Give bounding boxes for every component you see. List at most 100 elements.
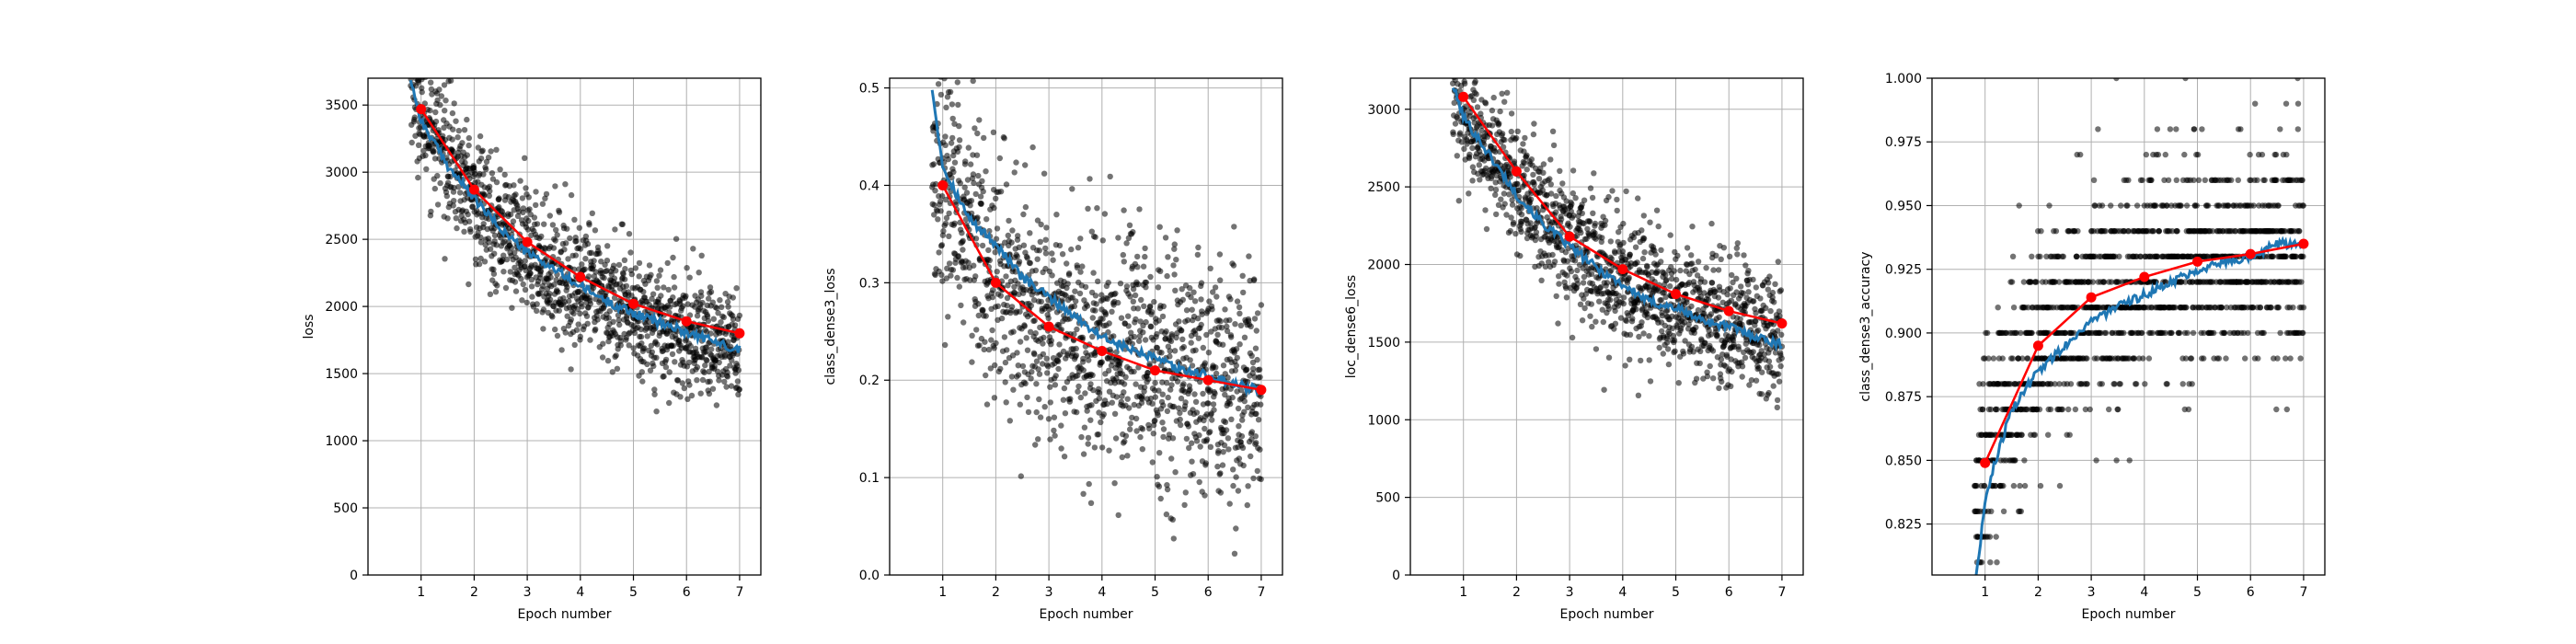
- scatter-point: [1766, 363, 1774, 370]
- scatter-point: [451, 198, 457, 204]
- y-tick-label: 2500: [1367, 180, 1400, 195]
- scatter-point: [1049, 250, 1055, 257]
- scatter-point: [1106, 388, 1113, 395]
- scatter-point: [684, 265, 690, 271]
- scatter-point: [1077, 394, 1085, 401]
- scatter-point: [1124, 396, 1131, 402]
- scatter-point: [933, 180, 939, 188]
- scatter-point: [1129, 340, 1136, 347]
- scatter-point: [1073, 352, 1080, 359]
- scatter-point: [1508, 110, 1515, 117]
- scatter-point: [621, 257, 628, 263]
- scatter-point: [1092, 234, 1098, 240]
- scatter-point: [707, 289, 715, 295]
- scatter-point: [1547, 176, 1553, 182]
- scatter-point: [1592, 220, 1599, 227]
- scatter-point: [1772, 350, 1779, 356]
- scatter-point: [1143, 279, 1150, 286]
- scatter-point: [1658, 259, 1664, 265]
- scatter-point: [577, 310, 583, 316]
- scatter-point: [2108, 279, 2115, 285]
- scatter-point: [1216, 251, 1224, 258]
- x-tick-label: 6: [1725, 585, 1733, 600]
- scatter-point: [2021, 482, 2029, 489]
- scatter-point: [493, 178, 500, 186]
- scatter-point: [1549, 128, 1557, 134]
- scatter-point: [1609, 188, 1616, 194]
- scatter-point: [1600, 318, 1607, 326]
- scatter-point: [1540, 161, 1547, 167]
- scatter-point: [1708, 280, 1716, 286]
- scatter-point: [971, 262, 977, 269]
- scatter-point: [935, 216, 941, 223]
- axes-frame: [889, 77, 1283, 576]
- scatter-point: [2017, 482, 2023, 489]
- scatter-point: [1451, 99, 1457, 107]
- scatter-point: [1055, 365, 1062, 373]
- scatter-point: [1017, 401, 1024, 408]
- scatter-point: [2094, 355, 2100, 362]
- scatter-point: [461, 127, 468, 133]
- scatter-point: [2016, 202, 2022, 209]
- scatter-point: [1646, 333, 1652, 339]
- scatter-point: [650, 291, 657, 297]
- scatter-point: [587, 337, 593, 343]
- scatter-point: [1051, 414, 1058, 420]
- scatter-point: [455, 184, 462, 190]
- scatter-point: [1080, 451, 1087, 457]
- scatter-point: [1064, 260, 1070, 267]
- scatter-point: [972, 273, 979, 280]
- scatter-point: [1527, 220, 1534, 226]
- scatter-point: [1171, 348, 1179, 354]
- scatter-point: [1775, 259, 1782, 265]
- scatter-point: [1620, 300, 1627, 307]
- scatter-point: [1154, 344, 1161, 351]
- scatter-point: [970, 78, 976, 85]
- scatter-point: [1082, 390, 1088, 397]
- scatter-point: [604, 243, 611, 249]
- scatter-point: [1115, 512, 1121, 519]
- scatter-point: [1492, 187, 1500, 193]
- scatter-point: [1170, 403, 1178, 410]
- scatter-point: [701, 369, 707, 376]
- scatter-point: [1627, 331, 1634, 338]
- scatter-point: [1015, 372, 1022, 378]
- scatter-point: [2101, 279, 2108, 285]
- scatter-point: [1096, 390, 1103, 397]
- scatter-point: [1221, 442, 1228, 449]
- scatter-point: [525, 194, 532, 201]
- scatter-point: [1180, 381, 1187, 387]
- scatter-point: [1767, 307, 1774, 315]
- scatter-point: [1131, 333, 1138, 340]
- scatter-point: [507, 211, 514, 218]
- scatter-point: [1751, 298, 1757, 305]
- scatter-point: [592, 227, 599, 234]
- scatter-point: [1207, 443, 1214, 450]
- scatter-point: [436, 86, 443, 93]
- scatter-point: [1662, 271, 1669, 279]
- scatter-point: [437, 101, 443, 109]
- epoch-average-marker: [1723, 305, 1734, 316]
- scatter-point: [1106, 320, 1112, 327]
- scatter-point: [970, 171, 977, 178]
- scatter-point: [1733, 245, 1741, 251]
- scatter-point: [627, 249, 634, 256]
- scatter-point: [1168, 382, 1175, 388]
- scatter-point: [706, 390, 713, 397]
- scatter-point: [1521, 160, 1528, 167]
- scatter-point: [1528, 156, 1535, 163]
- scatter-point: [1627, 259, 1634, 267]
- scatter-point: [2037, 482, 2044, 489]
- scatter-point: [948, 188, 954, 195]
- scatter-point: [1715, 294, 1722, 301]
- scatter-point: [639, 378, 646, 385]
- scatter-point: [2095, 126, 2101, 132]
- scatter-point: [1112, 435, 1120, 442]
- epoch-average-marker: [1458, 91, 1469, 102]
- scatter-point: [1778, 355, 1785, 362]
- scatter-point: [1663, 277, 1670, 283]
- scatter-point: [1001, 334, 1008, 340]
- scatter-point: [1248, 352, 1255, 359]
- scatter-point: [455, 127, 462, 134]
